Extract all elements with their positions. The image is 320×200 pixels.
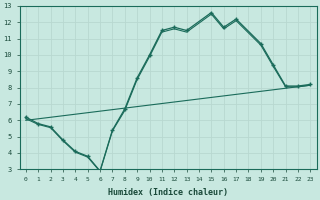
X-axis label: Humidex (Indice chaleur): Humidex (Indice chaleur) bbox=[108, 188, 228, 197]
